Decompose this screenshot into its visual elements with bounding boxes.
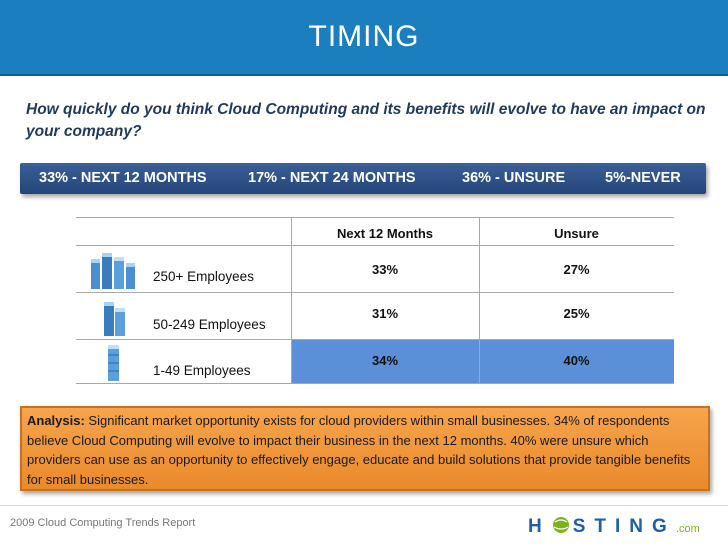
row-label-1-49: 1-49 Employees [153, 363, 251, 378]
header-unsure: Unsure [554, 226, 599, 241]
stat-next-24-months: 17% - NEXT 24 MONTHS [248, 170, 416, 186]
stat-never: 5%-NEVER [605, 170, 681, 186]
stat-unsure: 36% - UNSURE [462, 170, 566, 186]
svg-text:.com: .com [676, 523, 700, 535]
row-label-50-249: 50-249 Employees [153, 317, 266, 332]
cell-1-unsure: 40% [563, 353, 590, 368]
analysis-text: Significant market opportunity exists fo… [27, 413, 691, 487]
table-rule [76, 383, 674, 384]
survey-question: How quickly do you think Cloud Computing… [26, 101, 706, 140]
cell-250-unsure: 27% [563, 262, 590, 277]
table-rule [76, 339, 674, 340]
table-divider [479, 217, 480, 383]
cell-1-next-12: 34% [371, 353, 399, 368]
analysis-box: Analysis: Significant market opportunity… [20, 406, 710, 491]
cell-250-next-12: 33% [371, 262, 399, 277]
small-building-icon [108, 345, 119, 381]
title-bar: TIMING [0, 0, 728, 76]
highlight-row [291, 339, 674, 383]
table-rule [76, 245, 674, 246]
table-rule [76, 292, 674, 293]
stat-next-12-months: 33% - NEXT 12 MONTHS [39, 170, 207, 186]
large-building-icon [91, 253, 135, 289]
row-label-250-plus: 250+ Employees [153, 269, 254, 284]
footer-source: 2009 Cloud Computing Trends Report [10, 517, 196, 529]
medium-building-icon [104, 302, 125, 336]
cell-50-unsure: 25% [563, 306, 590, 321]
header-next-12-months: Next 12 Months [336, 226, 434, 241]
table-rule [76, 217, 674, 218]
hosting-logo: H STING .com [528, 516, 700, 537]
footer-divider [0, 505, 728, 506]
stats-bar: 33% - NEXT 12 MONTHS 17% - NEXT 24 MONTH… [20, 163, 706, 194]
table-divider [291, 217, 292, 383]
analysis-label: Analysis: [27, 413, 85, 428]
page-title: TIMING [308, 20, 420, 53]
cell-50-next-12: 31% [371, 306, 399, 321]
